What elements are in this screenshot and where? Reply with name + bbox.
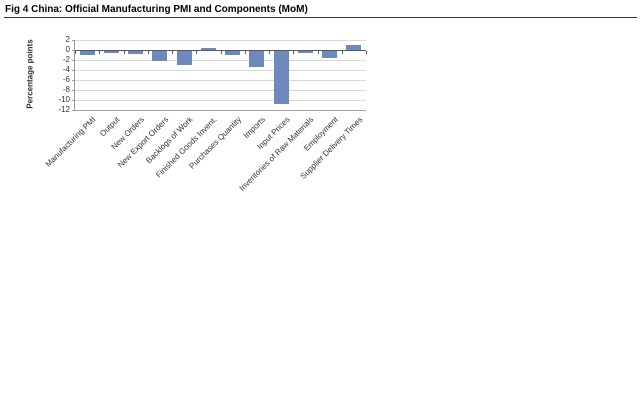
x-axis-tick — [366, 51, 367, 54]
y-axis-tick — [72, 70, 75, 71]
bar-new-orders — [128, 50, 144, 54]
x-axis-tick — [220, 51, 222, 54]
y-axis-tick — [72, 80, 75, 81]
gridline — [75, 60, 366, 61]
y-tick-label: -6 — [62, 75, 70, 84]
x-axis-tick — [123, 51, 125, 54]
y-tick-label: -8 — [62, 85, 70, 94]
gridline — [75, 80, 366, 81]
x-axis-tick — [244, 51, 246, 54]
y-axis-line — [74, 40, 75, 111]
y-axis-tick — [72, 60, 75, 61]
gridline — [75, 40, 366, 41]
y-tick-label: -12 — [58, 105, 70, 114]
x-axis-tick — [147, 51, 149, 54]
bar-input-prices — [273, 50, 289, 104]
bar-chart: Percentage points 2 0 -2 -4 -6 -8 -10 -12 Manufa… — [25, 35, 367, 193]
x-axis-tick — [293, 51, 295, 54]
y-tick-label: 0 — [65, 45, 70, 54]
bar-manufacturing-pmi — [79, 50, 95, 55]
gridline — [75, 70, 366, 71]
x-axis-tick — [196, 51, 198, 54]
x-axis-tick — [269, 51, 270, 54]
bar-inventories-of-raw-materials — [297, 50, 313, 53]
y-axis-tick — [72, 40, 75, 41]
x-axis-tick — [75, 51, 76, 54]
bar-employment — [322, 50, 338, 58]
bar-output — [103, 50, 119, 53]
x-axis-tick — [172, 51, 173, 54]
y-axis-tick — [72, 110, 75, 111]
y-axis-tick — [72, 50, 75, 51]
y-axis-tick — [72, 100, 75, 101]
y-tick-label: -2 — [62, 55, 70, 64]
figure-title: Fig 4 China: Official Manufacturing PMI … — [5, 4, 308, 15]
y-axis-tick — [72, 90, 75, 91]
title-underline — [4, 17, 637, 18]
bar-imports — [249, 50, 265, 67]
gridline — [75, 90, 366, 91]
bar-new-export-orders — [152, 50, 168, 61]
x-category-label: Manufacturing PMI — [43, 115, 98, 169]
bar-purchases-quantity — [225, 50, 241, 55]
y-tick-label: 2 — [65, 35, 70, 44]
y-tick-label: -10 — [58, 95, 70, 104]
gridline — [75, 100, 366, 101]
zero-line — [75, 50, 366, 51]
y-tick-label: -4 — [62, 65, 70, 74]
x-axis-tick — [99, 51, 101, 54]
bar-supplier-delivery-times — [346, 44, 362, 50]
bar-backlogs-of-work — [176, 50, 192, 65]
x-axis-tick — [341, 51, 343, 54]
x-axis-tick — [317, 51, 319, 54]
gridline — [75, 110, 366, 111]
y-axis-title: Percentage points — [25, 39, 35, 109]
bar-finished-goods-invent- — [200, 47, 216, 50]
